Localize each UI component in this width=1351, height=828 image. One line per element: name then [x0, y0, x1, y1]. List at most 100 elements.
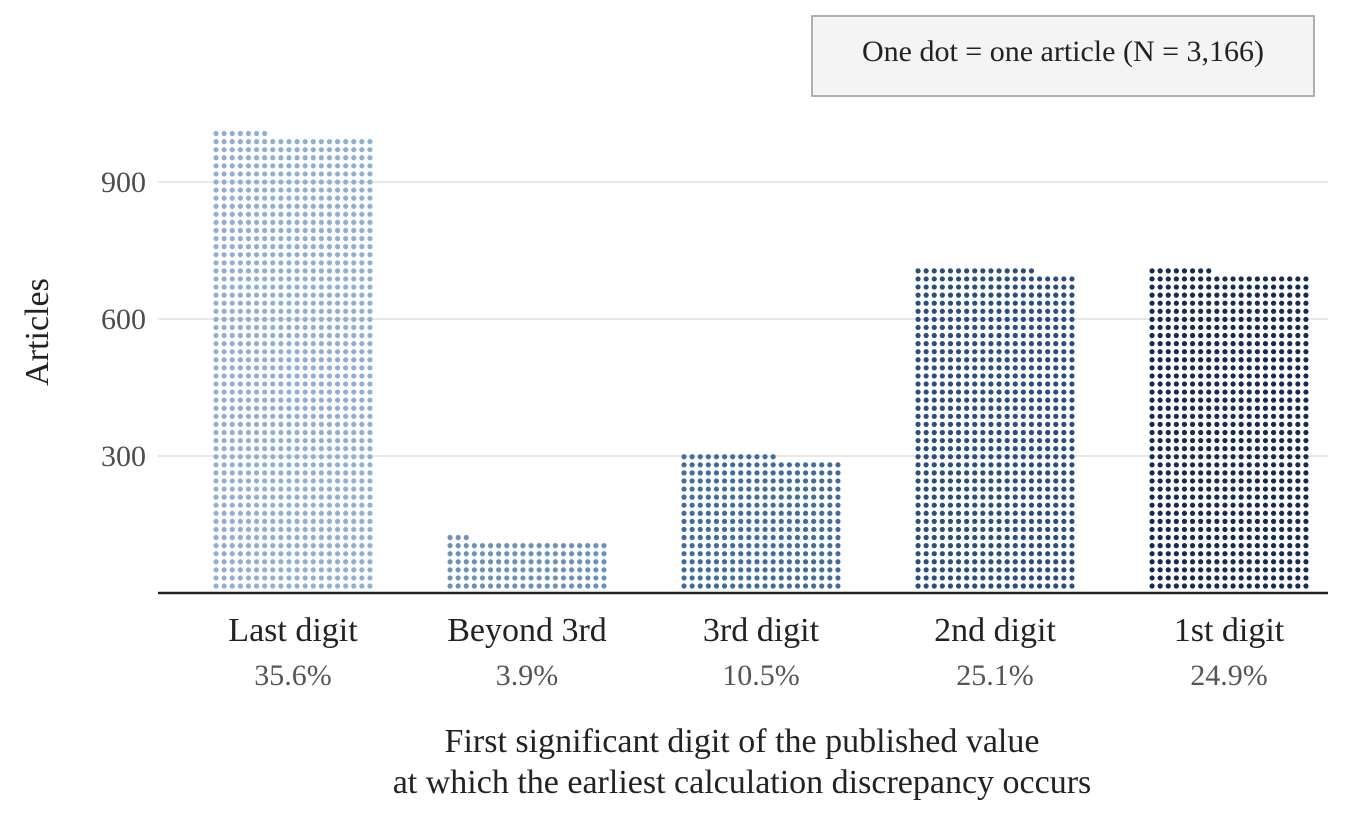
dot: [770, 510, 776, 516]
dot: [1287, 575, 1293, 581]
dot: [367, 365, 373, 371]
dot: [1173, 429, 1179, 436]
dot: [1279, 405, 1285, 411]
dot: [1254, 478, 1260, 484]
dot: [262, 349, 268, 355]
dot: [1206, 324, 1212, 331]
dot: [262, 195, 268, 201]
dot: [1270, 446, 1277, 452]
dot: [923, 381, 929, 387]
dot: [1222, 478, 1228, 484]
dot: [1012, 332, 1018, 339]
dot: [351, 421, 357, 427]
dot: [996, 389, 1002, 395]
dot: [253, 526, 260, 533]
dot: [1157, 437, 1163, 444]
dot: [270, 389, 276, 395]
dot: [1270, 543, 1277, 549]
dot: [1004, 583, 1010, 589]
dot: [786, 543, 792, 549]
dot: [326, 470, 333, 476]
dot: [1246, 437, 1252, 444]
dot: [1303, 462, 1309, 468]
dot: [1214, 341, 1220, 347]
dot: [1069, 551, 1075, 557]
dot: [1262, 502, 1269, 508]
dot: [1149, 502, 1155, 508]
percent-label: 10.5%: [722, 659, 800, 692]
dot: [1214, 534, 1220, 541]
dot: [1254, 381, 1260, 387]
dot: [229, 308, 235, 314]
dot: [1157, 470, 1163, 476]
dot: [278, 357, 284, 363]
dot: [1279, 389, 1285, 395]
dot: [221, 534, 227, 541]
dot: [245, 575, 252, 581]
dot: [1303, 510, 1309, 516]
dot: [689, 583, 695, 589]
dot: [237, 478, 243, 484]
dot: [253, 179, 260, 185]
dot: [253, 437, 260, 444]
dot: [1270, 454, 1277, 460]
dot: [1181, 510, 1188, 516]
dot: [681, 510, 687, 516]
bar-beyond-3rd: [447, 534, 607, 589]
dot: [237, 227, 243, 234]
dot: [1254, 413, 1260, 419]
dot: [520, 559, 526, 565]
dot: [552, 543, 558, 549]
dot: [318, 397, 324, 403]
dot: [262, 300, 268, 306]
dot: [318, 551, 324, 557]
dot: [351, 365, 357, 371]
dot: [1028, 284, 1035, 290]
dot: [1181, 397, 1188, 403]
dot: [286, 413, 292, 419]
dot: [972, 405, 978, 411]
dot: [302, 195, 308, 201]
dot: [1149, 575, 1155, 581]
dot: [560, 575, 567, 581]
dot: [1036, 389, 1043, 395]
dot: [326, 405, 333, 411]
dot: [213, 397, 219, 403]
dot: [681, 575, 687, 581]
legend-note-box: [811, 15, 1315, 97]
dot: [262, 211, 268, 217]
dot: [1020, 429, 1026, 436]
dot: [229, 494, 235, 500]
dot: [1012, 518, 1018, 524]
dot: [931, 357, 937, 363]
dot: [988, 413, 994, 419]
dot: [286, 163, 292, 169]
dot: [1028, 486, 1035, 492]
dot: [528, 559, 534, 565]
dot: [1157, 510, 1163, 516]
dot: [980, 437, 986, 444]
dot: [1254, 284, 1260, 290]
dot: [1189, 518, 1196, 524]
dot: [1222, 462, 1228, 468]
dot: [730, 486, 736, 492]
dot: [923, 551, 929, 557]
dot: [245, 454, 252, 460]
dot: [221, 559, 227, 565]
dot: [245, 357, 252, 363]
dot: [334, 559, 341, 565]
dot: [351, 510, 357, 516]
dot: [359, 163, 365, 169]
dot: [229, 244, 235, 250]
dot: [980, 365, 986, 371]
dot: [270, 349, 276, 355]
dot: [302, 502, 308, 508]
dot: [939, 365, 945, 371]
dot: [262, 139, 268, 145]
dot: [705, 543, 711, 549]
dot: [318, 357, 324, 363]
dot: [560, 583, 567, 589]
dot: [980, 349, 986, 355]
dot: [931, 510, 937, 516]
dot: [1295, 365, 1301, 371]
